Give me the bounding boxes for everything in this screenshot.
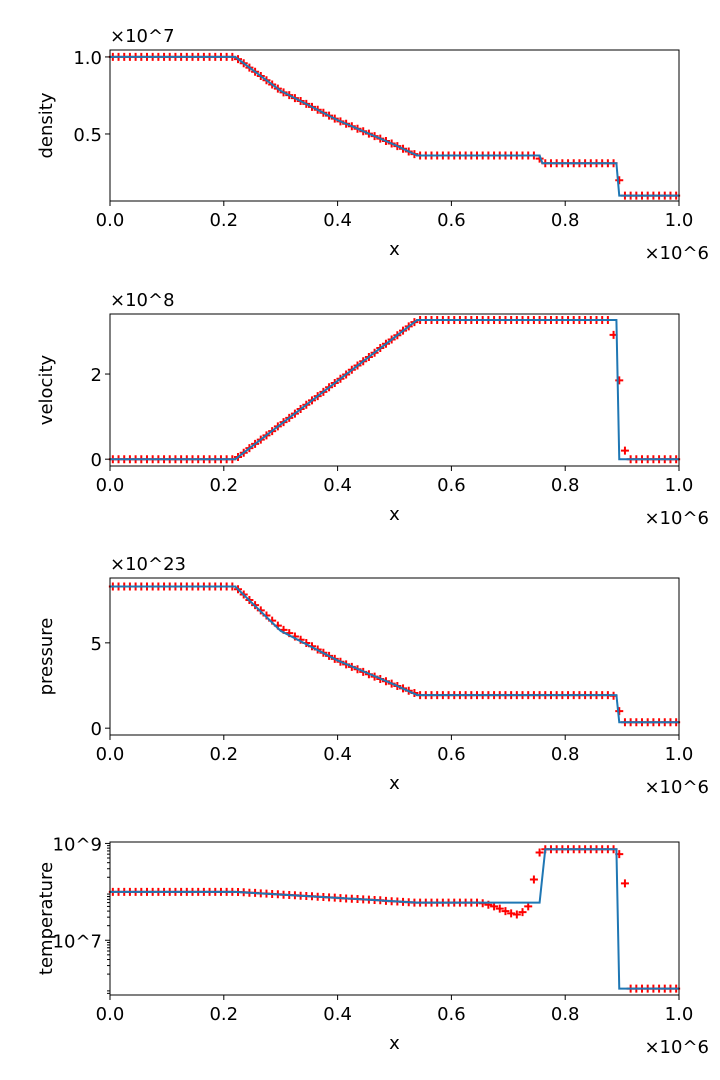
x-tick-label: 0.6 (437, 475, 466, 496)
analytic-line (110, 318, 679, 461)
y-tick-label: 2 (91, 365, 102, 386)
x-tick-label: 0.2 (209, 1004, 238, 1025)
x-tick-label: 0.8 (551, 744, 580, 765)
marker-series (108, 582, 681, 727)
x-tick-label: 0.8 (551, 210, 580, 231)
axes-frame (109, 841, 680, 996)
y-tick-label: 0 (91, 450, 102, 471)
data-point-marker (620, 879, 629, 888)
x-tick-label: 0.0 (96, 210, 125, 231)
y-tick-label: 10^9 (53, 834, 102, 855)
subplot-velocity: 0.0 0.2 0.4 0.6 0.8 1.0 0 2 x velocity ×10^6 ×10^8 (36, 290, 709, 529)
x-tick-label: 1.0 (665, 475, 694, 496)
x-tick-label: 0.0 (96, 744, 125, 765)
x-tick-label: 1.0 (665, 210, 694, 231)
y-tick-label: 0.5 (73, 125, 102, 146)
axes-frame (109, 49, 680, 202)
x-offset-label: ×10^6 (644, 508, 709, 529)
x-tick-label: 0.0 (96, 1004, 125, 1025)
y-offset-label: ×10^8 (110, 290, 175, 311)
x-tick-label: 0.6 (437, 1004, 466, 1025)
data-point-marker (501, 907, 510, 916)
data-point-marker (512, 910, 521, 919)
subplot-pressure: 0.0 0.2 0.4 0.6 0.8 1.0 0 5 x pressure ×10^6 ×10^23 (36, 554, 709, 798)
y-tick-label: 0 (91, 719, 102, 740)
marker-series (108, 52, 681, 200)
x-offset-label: ×10^6 (644, 1037, 709, 1058)
x-tick-label: 0.4 (323, 475, 352, 496)
y-axis-label: density (36, 92, 57, 158)
x-tick-label: 0.6 (437, 210, 466, 231)
subplot-temperature: 0.0 0.2 0.4 0.6 0.8 1.0 10^7 10^9 x temperature ×1… (36, 834, 709, 1058)
data-point-marker (615, 376, 624, 385)
data-point-marker (615, 176, 624, 185)
x-tick-label: 0.2 (209, 475, 238, 496)
y-tick-label: 5 (91, 634, 102, 655)
x-tick-label: 0.0 (96, 475, 125, 496)
axes-frame (109, 577, 680, 736)
y-axis-label: velocity (36, 354, 57, 425)
marker-series (108, 845, 681, 993)
y-tick-label: 1.0 (73, 48, 102, 69)
y-tick-label: 10^7 (53, 931, 102, 952)
x-axis-label: x (389, 504, 400, 525)
subplot-density: 0.0 0.2 0.4 0.6 0.8 1.0 0.5 1.0 x density ×10^6 ×10… (36, 26, 709, 264)
data-point-marker (490, 902, 499, 911)
data-point-marker (507, 909, 516, 918)
x-tick-label: 0.4 (323, 1004, 352, 1025)
data-point-marker (620, 446, 629, 455)
x-tick-label: 1.0 (665, 1004, 694, 1025)
x-axis-label: x (389, 239, 400, 260)
analytic-line (110, 55, 679, 197)
y-axis-label: pressure (36, 618, 57, 696)
data-point-marker (535, 848, 544, 857)
y-axis-label: temperature (36, 862, 57, 975)
x-offset-label: ×10^6 (644, 777, 709, 798)
data-point-marker (529, 875, 538, 884)
y-offset-label: ×10^7 (110, 26, 175, 47)
x-tick-label: 0.6 (437, 744, 466, 765)
x-tick-label: 0.8 (551, 475, 580, 496)
x-tick-label: 1.0 (665, 744, 694, 765)
x-offset-label: ×10^6 (644, 243, 709, 264)
analytic-line (110, 585, 679, 724)
x-tick-label: 0.4 (323, 744, 352, 765)
x-tick-label: 0.4 (323, 210, 352, 231)
x-axis-label: x (389, 773, 400, 794)
x-axis-label: x (389, 1033, 400, 1054)
data-point-marker (518, 908, 527, 917)
axes-frame (109, 313, 680, 467)
x-tick-label: 0.2 (209, 210, 238, 231)
data-point-marker (524, 902, 533, 911)
y-offset-label: ×10^23 (110, 554, 186, 575)
x-tick-label: 0.2 (209, 744, 238, 765)
data-point-marker (495, 904, 504, 913)
analytic-line (110, 848, 679, 990)
x-tick-label: 0.8 (551, 1004, 580, 1025)
